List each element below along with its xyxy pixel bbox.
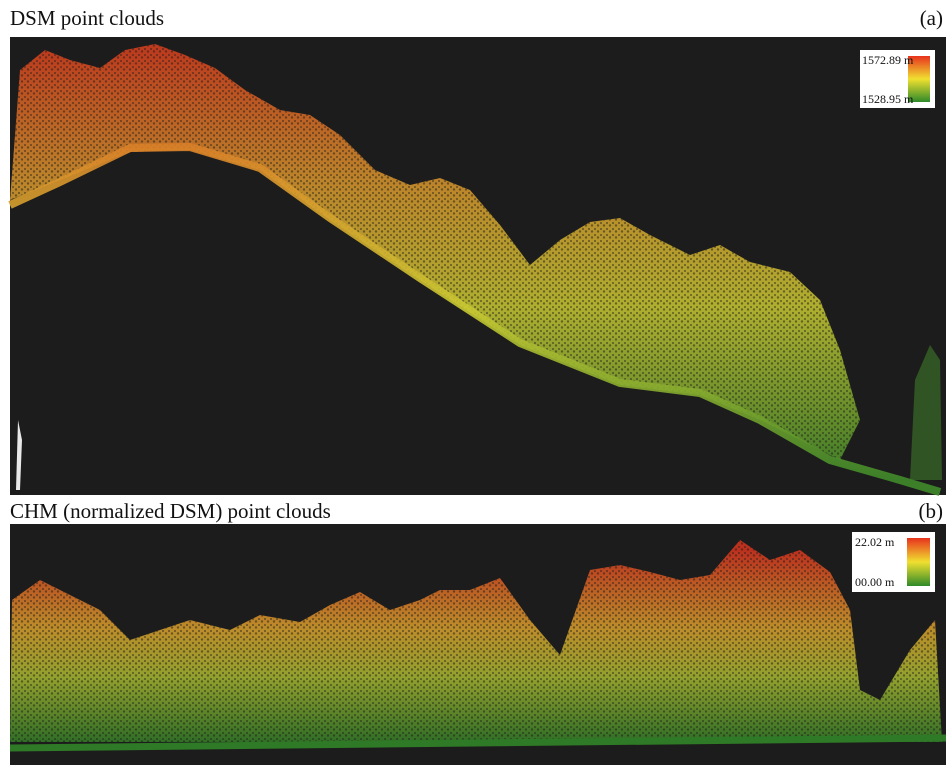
legend-max: 1572.89 m xyxy=(862,53,914,67)
panel-title: DSM point clouds xyxy=(10,6,164,30)
legend-max: 22.02 m xyxy=(855,535,895,549)
panel-label: (a) xyxy=(920,6,943,30)
legend-min: 00.00 m xyxy=(855,575,895,589)
legend-colorbar xyxy=(907,538,930,586)
panel-title: CHM (normalized DSM) point clouds xyxy=(10,499,331,523)
figure: DSM point clouds (a) 1572.89 m 1528.95 m… xyxy=(0,0,946,765)
panel-label: (b) xyxy=(919,499,944,523)
legend-min: 1528.95 m xyxy=(862,92,914,106)
